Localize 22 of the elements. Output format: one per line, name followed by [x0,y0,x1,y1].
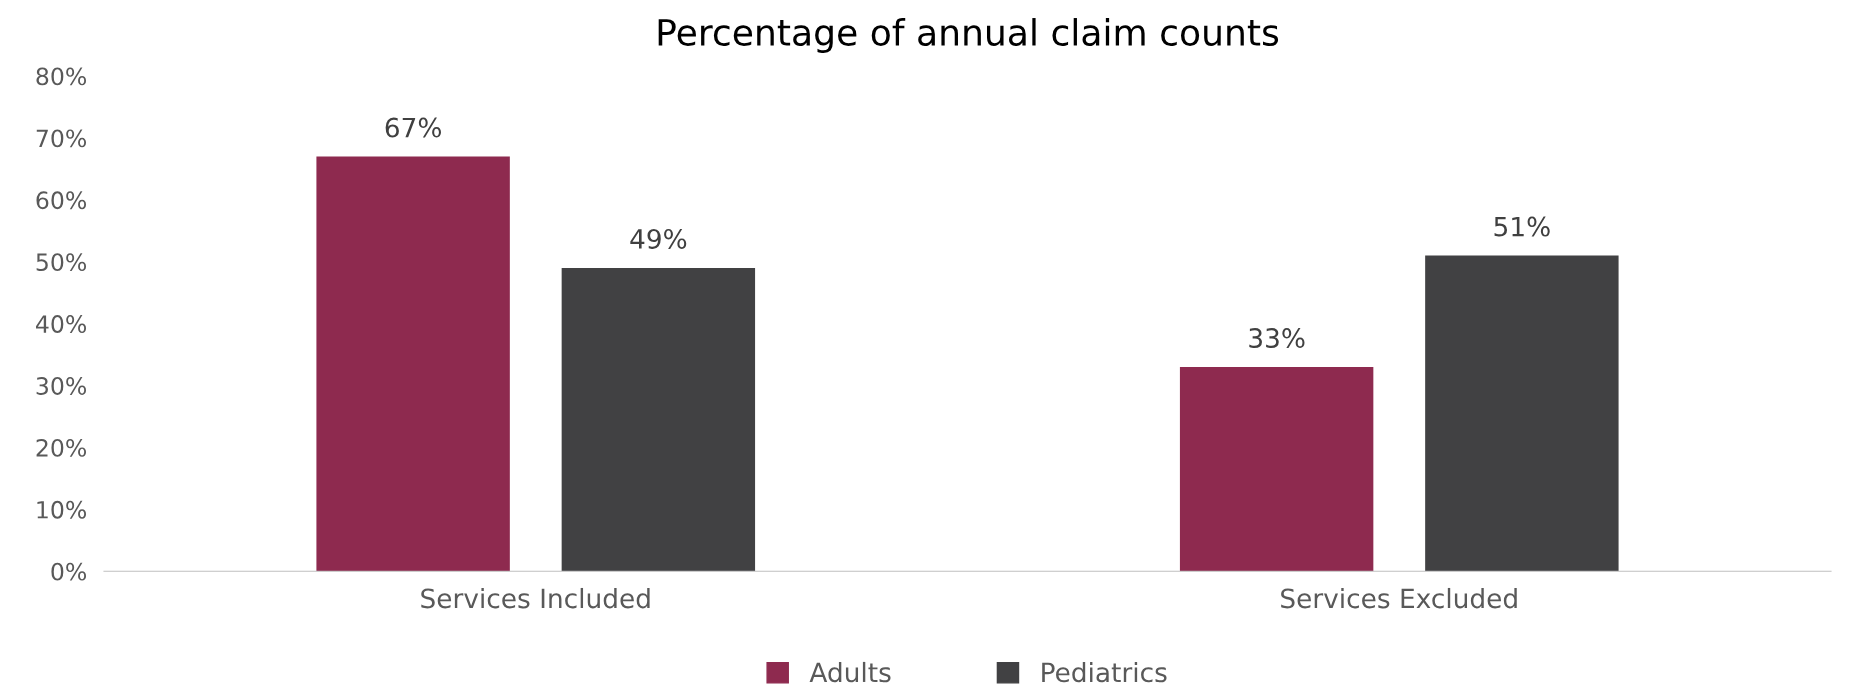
legend-label: Pediatrics [1042,661,1167,683]
y-tick-label: 30% [36,377,87,395]
bar [1179,367,1374,572]
y-tick-label: 40% [36,315,87,333]
y-tick-label: 70% [36,129,87,148]
data-label: 33% [1249,328,1305,348]
x-tick-label: Services Excluded [1281,587,1517,609]
x-tick-label: Services Included [421,587,650,609]
data-label: 67% [385,117,441,138]
y-tick-label: 20% [36,438,87,457]
bar [1425,255,1619,572]
chart-title: Percentage of annual claim counts [658,18,1279,53]
bar [561,267,756,572]
legend-label: Adults [809,661,891,683]
data-label: 51% [1494,216,1550,237]
y-tick-label: 50% [36,253,87,272]
bar [316,156,510,572]
y-tick-label: 60% [36,191,87,210]
y-tick-label: 80% [36,67,87,86]
y-tick-label: 10% [37,500,87,519]
y-tick-label: 0% [51,562,87,581]
data-label: 49% [630,228,687,249]
